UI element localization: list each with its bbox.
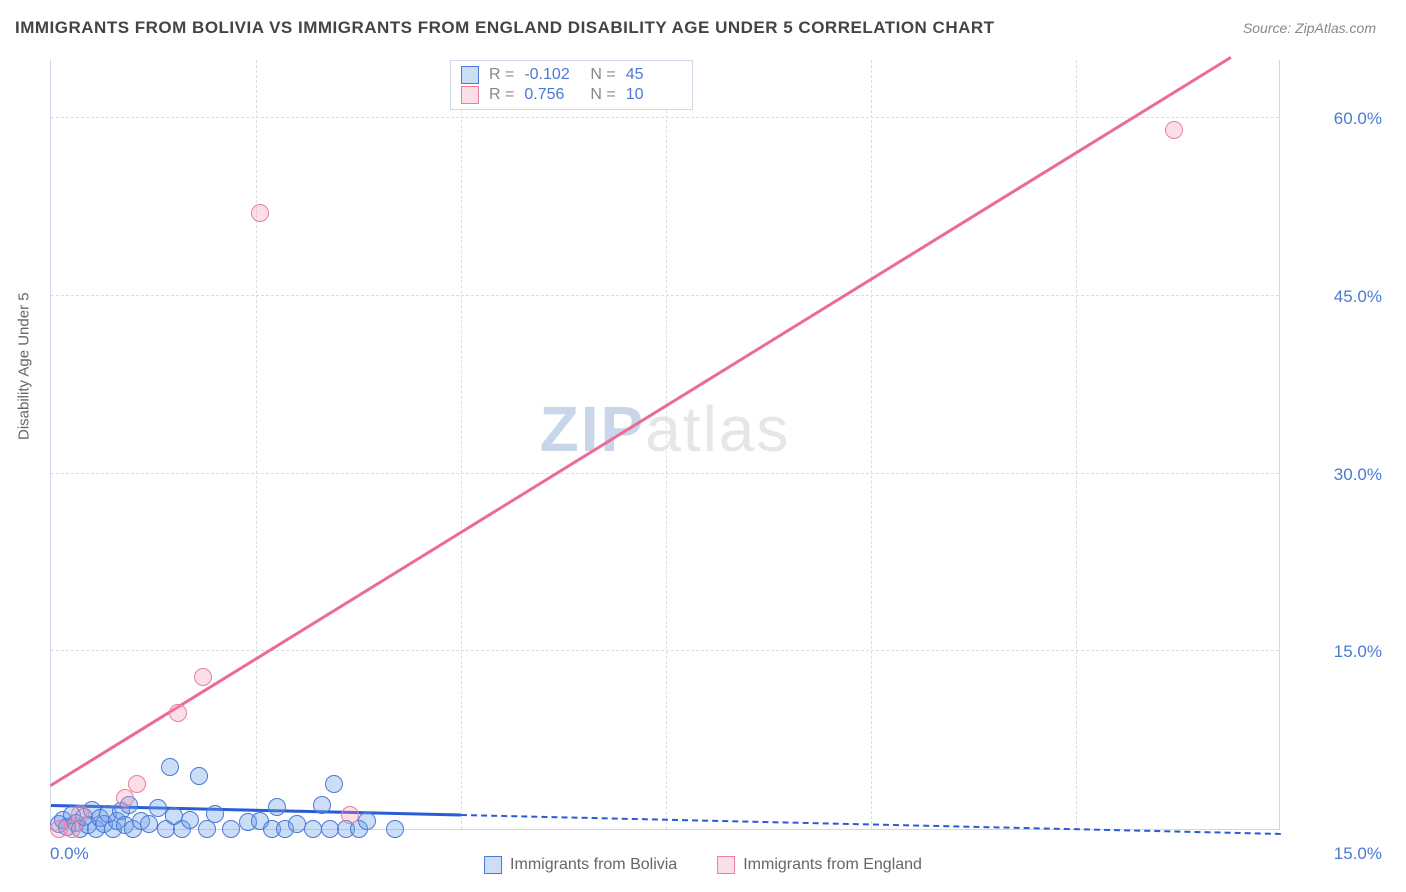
y-tick-label: 15.0% — [1334, 642, 1382, 662]
gridline-h — [51, 295, 1279, 296]
x-tick-label: 0.0% — [50, 844, 89, 864]
data-point-england — [128, 775, 146, 793]
data-point-bolivia — [181, 811, 199, 829]
data-point-bolivia — [222, 820, 240, 838]
data-point-bolivia — [386, 820, 404, 838]
plot-area: ZIPatlas — [50, 60, 1280, 830]
legend-label-r: R = — [489, 66, 514, 84]
data-point-bolivia — [321, 820, 339, 838]
x-tick-label: 15.0% — [1334, 844, 1382, 864]
data-point-bolivia — [206, 805, 224, 823]
data-point-england — [1165, 121, 1183, 139]
series-legend-label: Immigrants from England — [743, 856, 922, 874]
source-attribution: Source: ZipAtlas.com — [1243, 20, 1376, 36]
data-point-bolivia — [304, 820, 322, 838]
gridline-v — [1076, 60, 1077, 829]
y-tick-label: 30.0% — [1334, 465, 1382, 485]
data-point-bolivia — [358, 812, 376, 830]
series-legend: Immigrants from Bolivia Immigrants from E… — [484, 856, 922, 874]
gridline-v — [871, 60, 872, 829]
gridline-v — [666, 60, 667, 829]
gridline-h — [51, 473, 1279, 474]
legend-value-n: 45 — [626, 66, 682, 84]
data-point-bolivia — [198, 820, 216, 838]
gridline-h — [51, 650, 1279, 651]
series-legend-item: Immigrants from Bolivia — [484, 856, 677, 874]
data-point-bolivia — [325, 775, 343, 793]
series-legend-label: Immigrants from Bolivia — [510, 856, 677, 874]
y-axis-label: Disability Age Under 5 — [16, 292, 33, 440]
gridline-h — [51, 117, 1279, 118]
data-point-england — [116, 789, 134, 807]
data-point-bolivia — [161, 758, 179, 776]
data-point-bolivia — [190, 767, 208, 785]
data-point-england — [169, 704, 187, 722]
data-point-bolivia — [268, 798, 286, 816]
legend-swatch — [461, 86, 479, 104]
data-point-england — [251, 204, 269, 222]
y-tick-label: 45.0% — [1334, 287, 1382, 307]
series-legend-item: Immigrants from England — [717, 856, 922, 874]
data-point-bolivia — [313, 796, 331, 814]
data-point-bolivia — [288, 815, 306, 833]
legend-swatch — [484, 856, 502, 874]
legend-label-n: N = — [590, 66, 615, 84]
chart-title: IMMIGRANTS FROM BOLIVIA VS IMMIGRANTS FR… — [15, 18, 995, 38]
legend-label-n: N = — [590, 86, 615, 104]
correlation-legend: R = -0.102 N = 45 R = 0.756 N = 10 — [450, 60, 693, 110]
data-point-england — [341, 806, 359, 824]
data-point-bolivia — [149, 799, 167, 817]
legend-value-r: -0.102 — [524, 66, 580, 84]
y-tick-label: 60.0% — [1334, 109, 1382, 129]
legend-value-r: 0.756 — [524, 86, 580, 104]
data-point-england — [194, 668, 212, 686]
gridline-v — [461, 60, 462, 829]
trend-line — [50, 55, 1232, 786]
legend-swatch — [461, 66, 479, 84]
gridline-v — [256, 60, 257, 829]
legend-value-n: 10 — [626, 86, 682, 104]
data-point-bolivia — [140, 815, 158, 833]
legend-label-r: R = — [489, 86, 514, 104]
correlation-legend-row: R = -0.102 N = 45 — [461, 65, 682, 85]
legend-swatch — [717, 856, 735, 874]
data-point-england — [71, 805, 89, 823]
correlation-legend-row: R = 0.756 N = 10 — [461, 85, 682, 105]
data-point-england — [63, 820, 81, 838]
